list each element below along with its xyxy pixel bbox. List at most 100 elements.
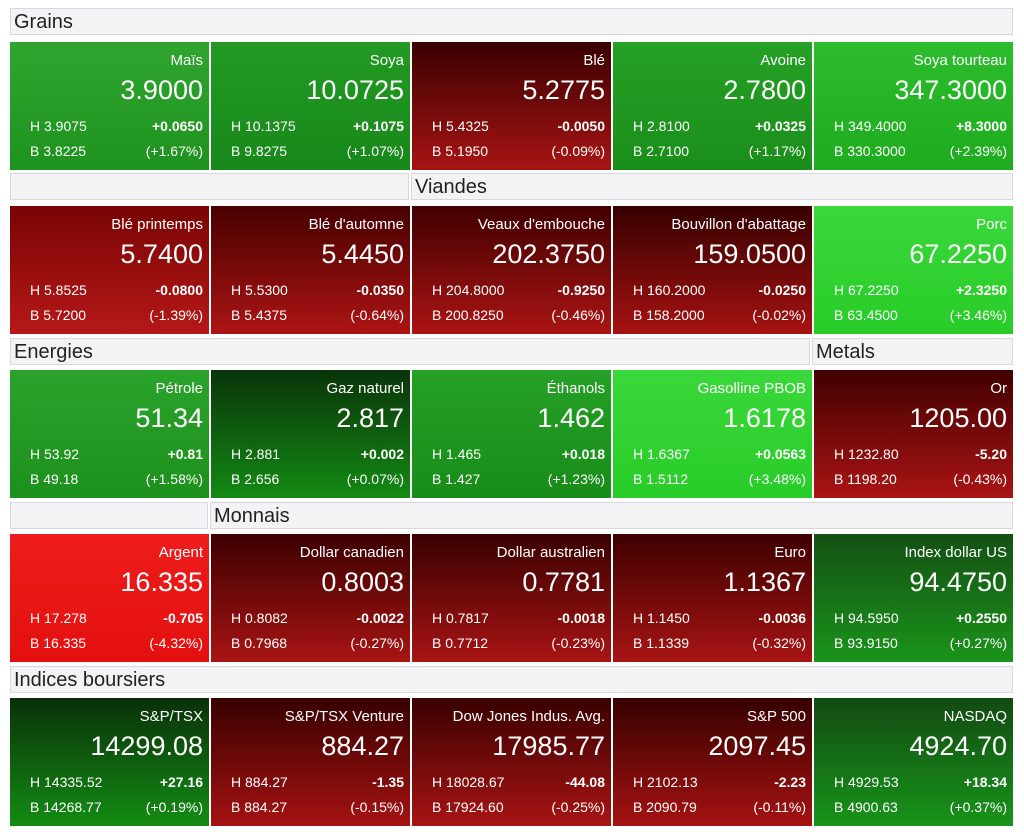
quote-tile: Argent 16.335 H 17.278 -0.705 B 16.335 (-4.32…	[10, 534, 209, 662]
quote-tile: Maïs 3.9000 H 3.9075 +0.0650 B 3.8225 (+1.67%…	[10, 42, 209, 170]
high-price: H 5.4325	[432, 118, 489, 134]
high-price: H 17.278	[30, 610, 87, 626]
price-change: -0.9250	[557, 282, 605, 298]
section-header: Monnais	[210, 502, 1013, 529]
last-price: 1205.00	[909, 403, 1007, 433]
high-price: H 1.6367	[633, 446, 690, 462]
instrument-name: Pétrole	[155, 380, 203, 397]
last-price: 94.4750	[909, 567, 1007, 597]
quote-tile: Bouvillon d'abattage 159.0500 H 160.2000 -0…	[613, 206, 812, 334]
tile-row: Maïs 3.9000 H 3.9075 +0.0650 B 3.8225 (+1.67%…	[10, 42, 1013, 170]
price-change: +0.0650	[152, 118, 203, 134]
quote-tile: Pétrole 51.34 H 53.92 +0.81 B 49.18 (+1.58%)	[10, 370, 209, 498]
price-change: -2.23	[774, 774, 806, 790]
percent-change: (-0.46%)	[551, 307, 605, 323]
percent-change: (-4.32%)	[149, 635, 203, 651]
tile-row: S&P/TSX 14299.08 H 14335.52 +27.16 B 14268.7…	[10, 698, 1013, 826]
last-price: 14299.08	[90, 731, 203, 761]
low-price: B 5.7200	[30, 307, 87, 323]
low-price: B 3.8225	[30, 143, 87, 159]
instrument-name: NASDAQ	[943, 708, 1007, 725]
price-change: -0.0350	[356, 282, 404, 298]
last-price: 2.817	[336, 403, 404, 433]
instrument-name: Gaz naturel	[326, 380, 404, 397]
percent-change: (-1.39%)	[149, 307, 203, 323]
instrument-name: Dow Jones Indus. Avg.	[452, 708, 605, 725]
last-price: 1.6178	[723, 403, 806, 433]
instrument-name: Blé printemps	[111, 216, 203, 233]
last-price: 5.2775	[522, 75, 605, 105]
percent-change: (+0.27%)	[949, 635, 1007, 651]
instrument-name: Éthanols	[546, 380, 605, 397]
price-change: +0.2550	[956, 610, 1007, 626]
price-change: +27.16	[159, 774, 203, 790]
last-price: 159.0500	[693, 239, 806, 269]
high-price: H 5.5300	[231, 282, 288, 298]
tile-row: Argent 16.335 H 17.278 -0.705 B 16.335 (-4.32…	[10, 534, 1013, 662]
low-price: B 200.8250	[432, 307, 504, 323]
high-price: H 349.4000	[834, 118, 907, 134]
price-change: -0.0022	[356, 610, 404, 626]
section-header-empty	[10, 502, 208, 529]
low-price: B 5.1950	[432, 143, 489, 159]
low-price: B 93.9150	[834, 635, 898, 651]
instrument-name: Veaux d'embouche	[477, 216, 605, 233]
low-price: B 2090.79	[633, 799, 697, 815]
instrument-name: Dollar canadien	[299, 544, 404, 561]
instrument-name: Soya tourteau	[913, 52, 1007, 69]
price-change: -0.0800	[155, 282, 203, 298]
instrument-name: Or	[990, 380, 1007, 397]
low-price: B 4900.63	[834, 799, 898, 815]
low-price: B 9.8275	[231, 143, 288, 159]
low-price: B 1.5112	[633, 471, 689, 487]
section-header: Viandes	[411, 173, 1013, 200]
instrument-name: Gasolline PBOB	[697, 380, 806, 397]
last-price: 884.27	[321, 731, 404, 761]
high-price: H 0.7817	[432, 610, 489, 626]
low-price: B 0.7968	[231, 635, 288, 651]
section-header-empty	[10, 173, 409, 200]
price-change: -5.20	[975, 446, 1007, 462]
low-price: B 2.7100	[633, 143, 690, 159]
last-price: 10.0725	[306, 75, 404, 105]
instrument-name: Dollar australien	[496, 544, 605, 561]
price-change: +0.002	[360, 446, 404, 462]
instrument-name: Soya	[369, 52, 404, 69]
last-price: 2097.45	[708, 731, 806, 761]
quote-tile: Gaz naturel 2.817 H 2.881 +0.002 B 2.656 (+0.…	[211, 370, 410, 498]
low-price: B 0.7712	[432, 635, 489, 651]
high-price: H 0.8082	[231, 610, 288, 626]
percent-change: (+1.07%)	[346, 143, 404, 159]
high-price: H 2102.13	[633, 774, 698, 790]
section-header: Grains	[10, 8, 1013, 35]
high-price: H 14335.52	[30, 774, 103, 790]
instrument-name: Bouvillon d'abattage	[671, 216, 806, 233]
quote-tile: Gasolline PBOB 1.6178 H 1.6367 +0.0563 B 1.5…	[613, 370, 812, 498]
quote-tile: Blé 5.2775 H 5.4325 -0.0050 B 5.1950 (-0.09%)	[412, 42, 611, 170]
instrument-name: Blé	[583, 52, 605, 69]
last-price: 51.34	[135, 403, 203, 433]
low-price: B 330.3000	[834, 143, 906, 159]
percent-change: (-0.23%)	[551, 635, 605, 651]
price-change: +2.3250	[956, 282, 1007, 298]
low-price: B 5.4375	[231, 307, 288, 323]
instrument-name: S&P 500	[747, 708, 806, 725]
percent-change: (-0.02%)	[752, 307, 806, 323]
low-price: B 1.427	[432, 471, 481, 487]
instrument-name: S&P/TSX Venture	[284, 708, 404, 725]
last-price: 4924.70	[909, 731, 1007, 761]
last-price: 202.3750	[492, 239, 605, 269]
percent-change: (-0.25%)	[551, 799, 605, 815]
instrument-name: Avoine	[760, 52, 806, 69]
last-price: 5.4450	[321, 239, 404, 269]
quote-tile: Euro 1.1367 H 1.1450 -0.0036 B 1.1339 (-0.32%…	[613, 534, 812, 662]
quote-tile: Avoine 2.7800 H 2.8100 +0.0325 B 2.7100 (+1.1…	[613, 42, 812, 170]
last-price: 67.2250	[909, 239, 1007, 269]
instrument-name: Blé d'automne	[308, 216, 404, 233]
price-change: +0.0563	[755, 446, 806, 462]
high-price: H 67.2250	[834, 282, 899, 298]
low-price: B 14268.77	[30, 799, 102, 815]
low-price: B 49.18	[30, 471, 79, 487]
tile-row: Pétrole 51.34 H 53.92 +0.81 B 49.18 (+1.58%) G…	[10, 370, 1013, 498]
high-price: H 2.8100	[633, 118, 690, 134]
